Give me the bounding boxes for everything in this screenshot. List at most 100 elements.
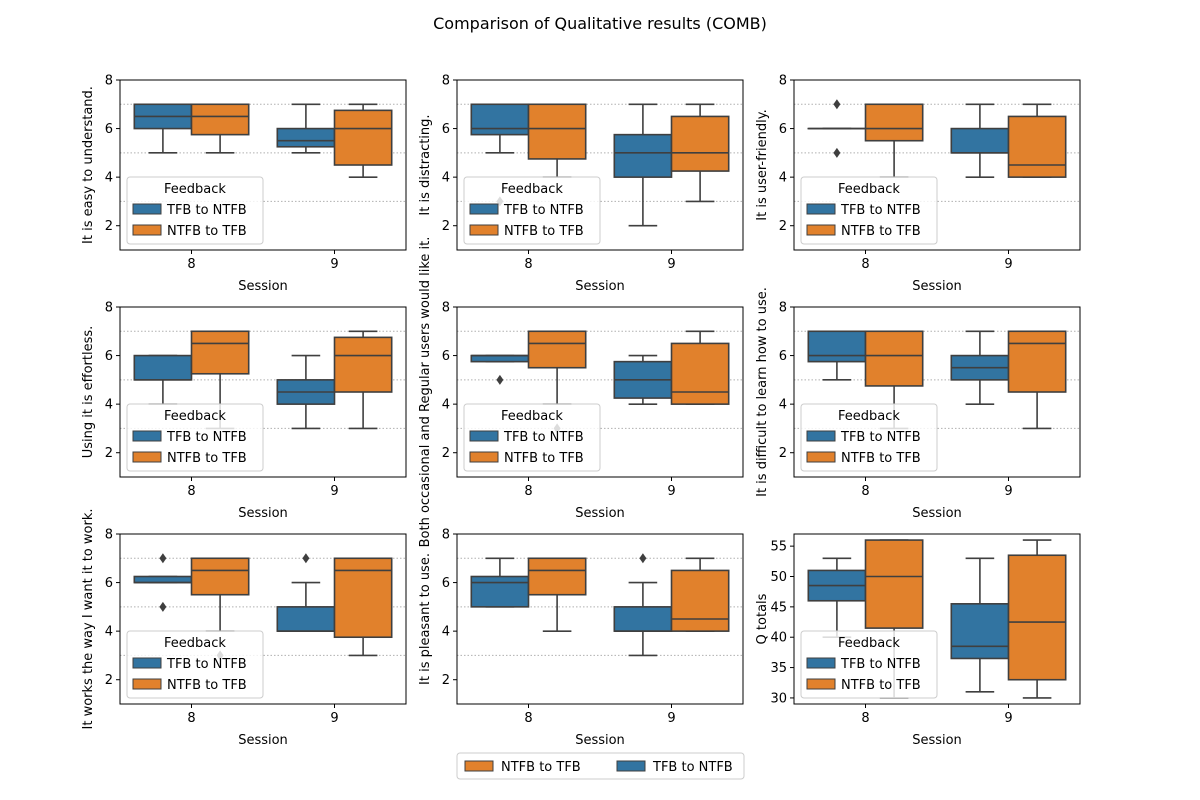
legend: Feedback TFB to NTFB NTFB to TFB bbox=[126, 176, 264, 245]
subplot-8: 2 4 6 8 8 9 Session It is pleasant to use. bbox=[418, 528, 744, 748]
legend-swatch bbox=[806, 203, 836, 215]
y-axis-label: It is pleasant to use. bbox=[418, 553, 433, 685]
iqr-box bbox=[527, 103, 587, 160]
x-axis-label: Session bbox=[575, 733, 625, 748]
x-axis-label: Session bbox=[912, 506, 962, 521]
legend: Feedback TFB to NTFB NTFB to TFB bbox=[463, 403, 601, 472]
x-tick-label: 9 bbox=[667, 711, 675, 726]
legend-entry-label: TFB to NTFB bbox=[166, 657, 247, 672]
legend-title: Feedback bbox=[164, 182, 226, 197]
y-tick-label: 6 bbox=[442, 349, 450, 364]
x-axis-label: Session bbox=[912, 279, 962, 294]
iqr-box bbox=[1007, 554, 1067, 681]
legend: Feedback TFB to NTFB NTFB to TFB bbox=[463, 176, 601, 245]
x-tick-label: 8 bbox=[524, 711, 532, 726]
x-tick-label: 9 bbox=[667, 484, 675, 499]
x-tick-label: 9 bbox=[1004, 484, 1012, 499]
axes-frame bbox=[793, 533, 1081, 705]
box-ntfb-to-tfb-session-8 bbox=[864, 330, 924, 430]
box-ntfb-to-tfb-session-8 bbox=[527, 103, 587, 178]
y-tick-label: 8 bbox=[779, 301, 787, 316]
axes-frame bbox=[793, 79, 1081, 251]
y-axis-label: Both occasional and Regular users would … bbox=[418, 237, 433, 548]
outlier-point bbox=[833, 147, 841, 158]
legend-entry-label: NTFB to TFB bbox=[841, 678, 921, 693]
y-tick-label: 2 bbox=[779, 446, 787, 461]
y-tick-label: 2 bbox=[779, 219, 787, 234]
y-axis-label: It is user-friendly. bbox=[755, 109, 770, 220]
box-ntfb-to-tfb-session-9 bbox=[1007, 539, 1067, 699]
legend-swatch bbox=[806, 678, 836, 690]
box-ntfb-to-tfb-session-9 bbox=[333, 103, 393, 178]
legend-entry-label: NTFB to TFB bbox=[167, 224, 247, 239]
y-tick-label: 2 bbox=[105, 446, 113, 461]
iqr-box bbox=[333, 557, 393, 639]
subplot-1: 2 4 6 8 8 9 Session It is easy to understand. Fe… bbox=[81, 74, 407, 294]
outlier-point bbox=[159, 553, 167, 564]
iqr-box bbox=[670, 342, 730, 405]
y-tick-label: 8 bbox=[105, 301, 113, 316]
legend-entry-label: NTFB to TFB bbox=[841, 451, 921, 466]
subplot-2: 2 4 6 8 8 9 Session It is distracting. Feedback T… bbox=[418, 74, 744, 294]
y-axis-label: Using it is effortless. bbox=[81, 326, 96, 459]
iqr-box bbox=[864, 539, 924, 629]
y-tick-label: 4 bbox=[779, 171, 787, 186]
y-tick-label: 8 bbox=[442, 301, 450, 316]
axes-frame bbox=[456, 306, 744, 478]
iqr-box bbox=[276, 606, 336, 632]
subplot-6: 2 4 6 8 8 9 Session It is difficult to learn ho… bbox=[755, 287, 1081, 521]
y-tick-label: 6 bbox=[779, 122, 787, 137]
legend: Feedback TFB to NTFB NTFB to TFB bbox=[126, 630, 264, 699]
box-tfb-to-ntfb-session-8 bbox=[470, 557, 530, 608]
y-tick-label: 2 bbox=[442, 673, 450, 688]
legend-entry-label: TFB to NTFB bbox=[503, 430, 584, 445]
iqr-box bbox=[133, 575, 193, 584]
box-tfb-to-ntfb-session-9 bbox=[613, 354, 673, 405]
box-tfb-to-ntfb-session-9 bbox=[950, 330, 1010, 405]
bottom-legend-swatch bbox=[616, 760, 646, 772]
iqr-box bbox=[333, 109, 393, 166]
box-tfb-to-ntfb-session-8 bbox=[807, 330, 867, 381]
x-axis-label: Session bbox=[912, 733, 962, 748]
box-ntfb-to-tfb-session-9 bbox=[333, 557, 393, 657]
bottom-legend-label: NTFB to TFB bbox=[501, 760, 581, 775]
legend-title: Feedback bbox=[838, 409, 900, 424]
iqr-box bbox=[613, 606, 673, 632]
subplot-9: 30 35 40 45 50 55 8 9 Session Q totals Feedback TFB… bbox=[755, 533, 1081, 748]
y-tick-label: 40 bbox=[770, 631, 787, 646]
legend-entry-label: TFB to NTFB bbox=[503, 203, 584, 218]
iqr-box bbox=[470, 103, 530, 136]
y-tick-label: 8 bbox=[442, 528, 450, 543]
y-tick-label: 4 bbox=[105, 625, 113, 640]
x-tick-label: 8 bbox=[187, 711, 195, 726]
axes-frame bbox=[119, 306, 407, 478]
iqr-box bbox=[276, 127, 336, 148]
y-tick-label: 8 bbox=[779, 74, 787, 89]
box-tfb-to-ntfb-session-9 bbox=[613, 553, 673, 657]
y-tick-label: 8 bbox=[105, 528, 113, 543]
legend: Feedback TFB to NTFB NTFB to TFB bbox=[800, 630, 938, 699]
outlier-point bbox=[639, 553, 647, 564]
iqr-box bbox=[864, 103, 924, 142]
x-tick-label: 8 bbox=[524, 484, 532, 499]
box-tfb-to-ntfb-session-9 bbox=[950, 557, 1010, 693]
y-tick-label: 4 bbox=[442, 625, 450, 640]
legend-entry-label: NTFB to TFB bbox=[504, 451, 584, 466]
y-tick-label: 50 bbox=[770, 570, 787, 585]
iqr-box bbox=[190, 557, 250, 596]
legend: Feedback TFB to NTFB NTFB to TFB bbox=[800, 403, 938, 472]
x-tick-label: 9 bbox=[330, 257, 338, 272]
y-tick-label: 2 bbox=[442, 446, 450, 461]
bottom-legend-frame bbox=[456, 752, 745, 780]
bottom-legend: NTFB to TFB TFB to NTFB bbox=[456, 752, 745, 780]
legend-title: Feedback bbox=[501, 409, 563, 424]
axes-frame bbox=[119, 533, 407, 705]
legend-swatch bbox=[469, 430, 499, 442]
legend-swatch bbox=[132, 451, 162, 463]
legend-swatch bbox=[806, 430, 836, 442]
x-tick-label: 9 bbox=[1004, 711, 1012, 726]
y-axis-label: Q totals bbox=[755, 593, 770, 644]
bottom-legend-swatch bbox=[464, 760, 494, 772]
axes-frame bbox=[119, 79, 407, 251]
